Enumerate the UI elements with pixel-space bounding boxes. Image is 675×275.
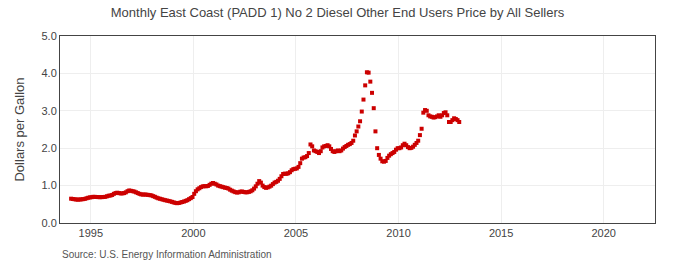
svg-text:3.0: 3.0	[42, 105, 57, 117]
svg-text:2005: 2005	[284, 227, 308, 239]
svg-text:2000: 2000	[181, 227, 205, 239]
svg-text:2010: 2010	[386, 227, 410, 239]
svg-text:4.0: 4.0	[42, 67, 57, 79]
svg-text:2.0: 2.0	[42, 142, 57, 154]
svg-text:1995: 1995	[79, 227, 103, 239]
svg-text:Monthly East Coast (PADD 1) No: Monthly East Coast (PADD 1) No 2 Diesel …	[111, 5, 565, 20]
svg-text:Dollars per Gallon: Dollars per Gallon	[12, 77, 27, 181]
svg-text:Source: U.S. Energy Informatio: Source: U.S. Energy Information Administ…	[62, 249, 272, 260]
svg-text:5.0: 5.0	[42, 30, 57, 42]
svg-text:2020: 2020	[591, 227, 615, 239]
svg-text:0.0: 0.0	[42, 217, 57, 229]
svg-text:2015: 2015	[489, 227, 513, 239]
svg-text:1.0: 1.0	[42, 179, 57, 191]
